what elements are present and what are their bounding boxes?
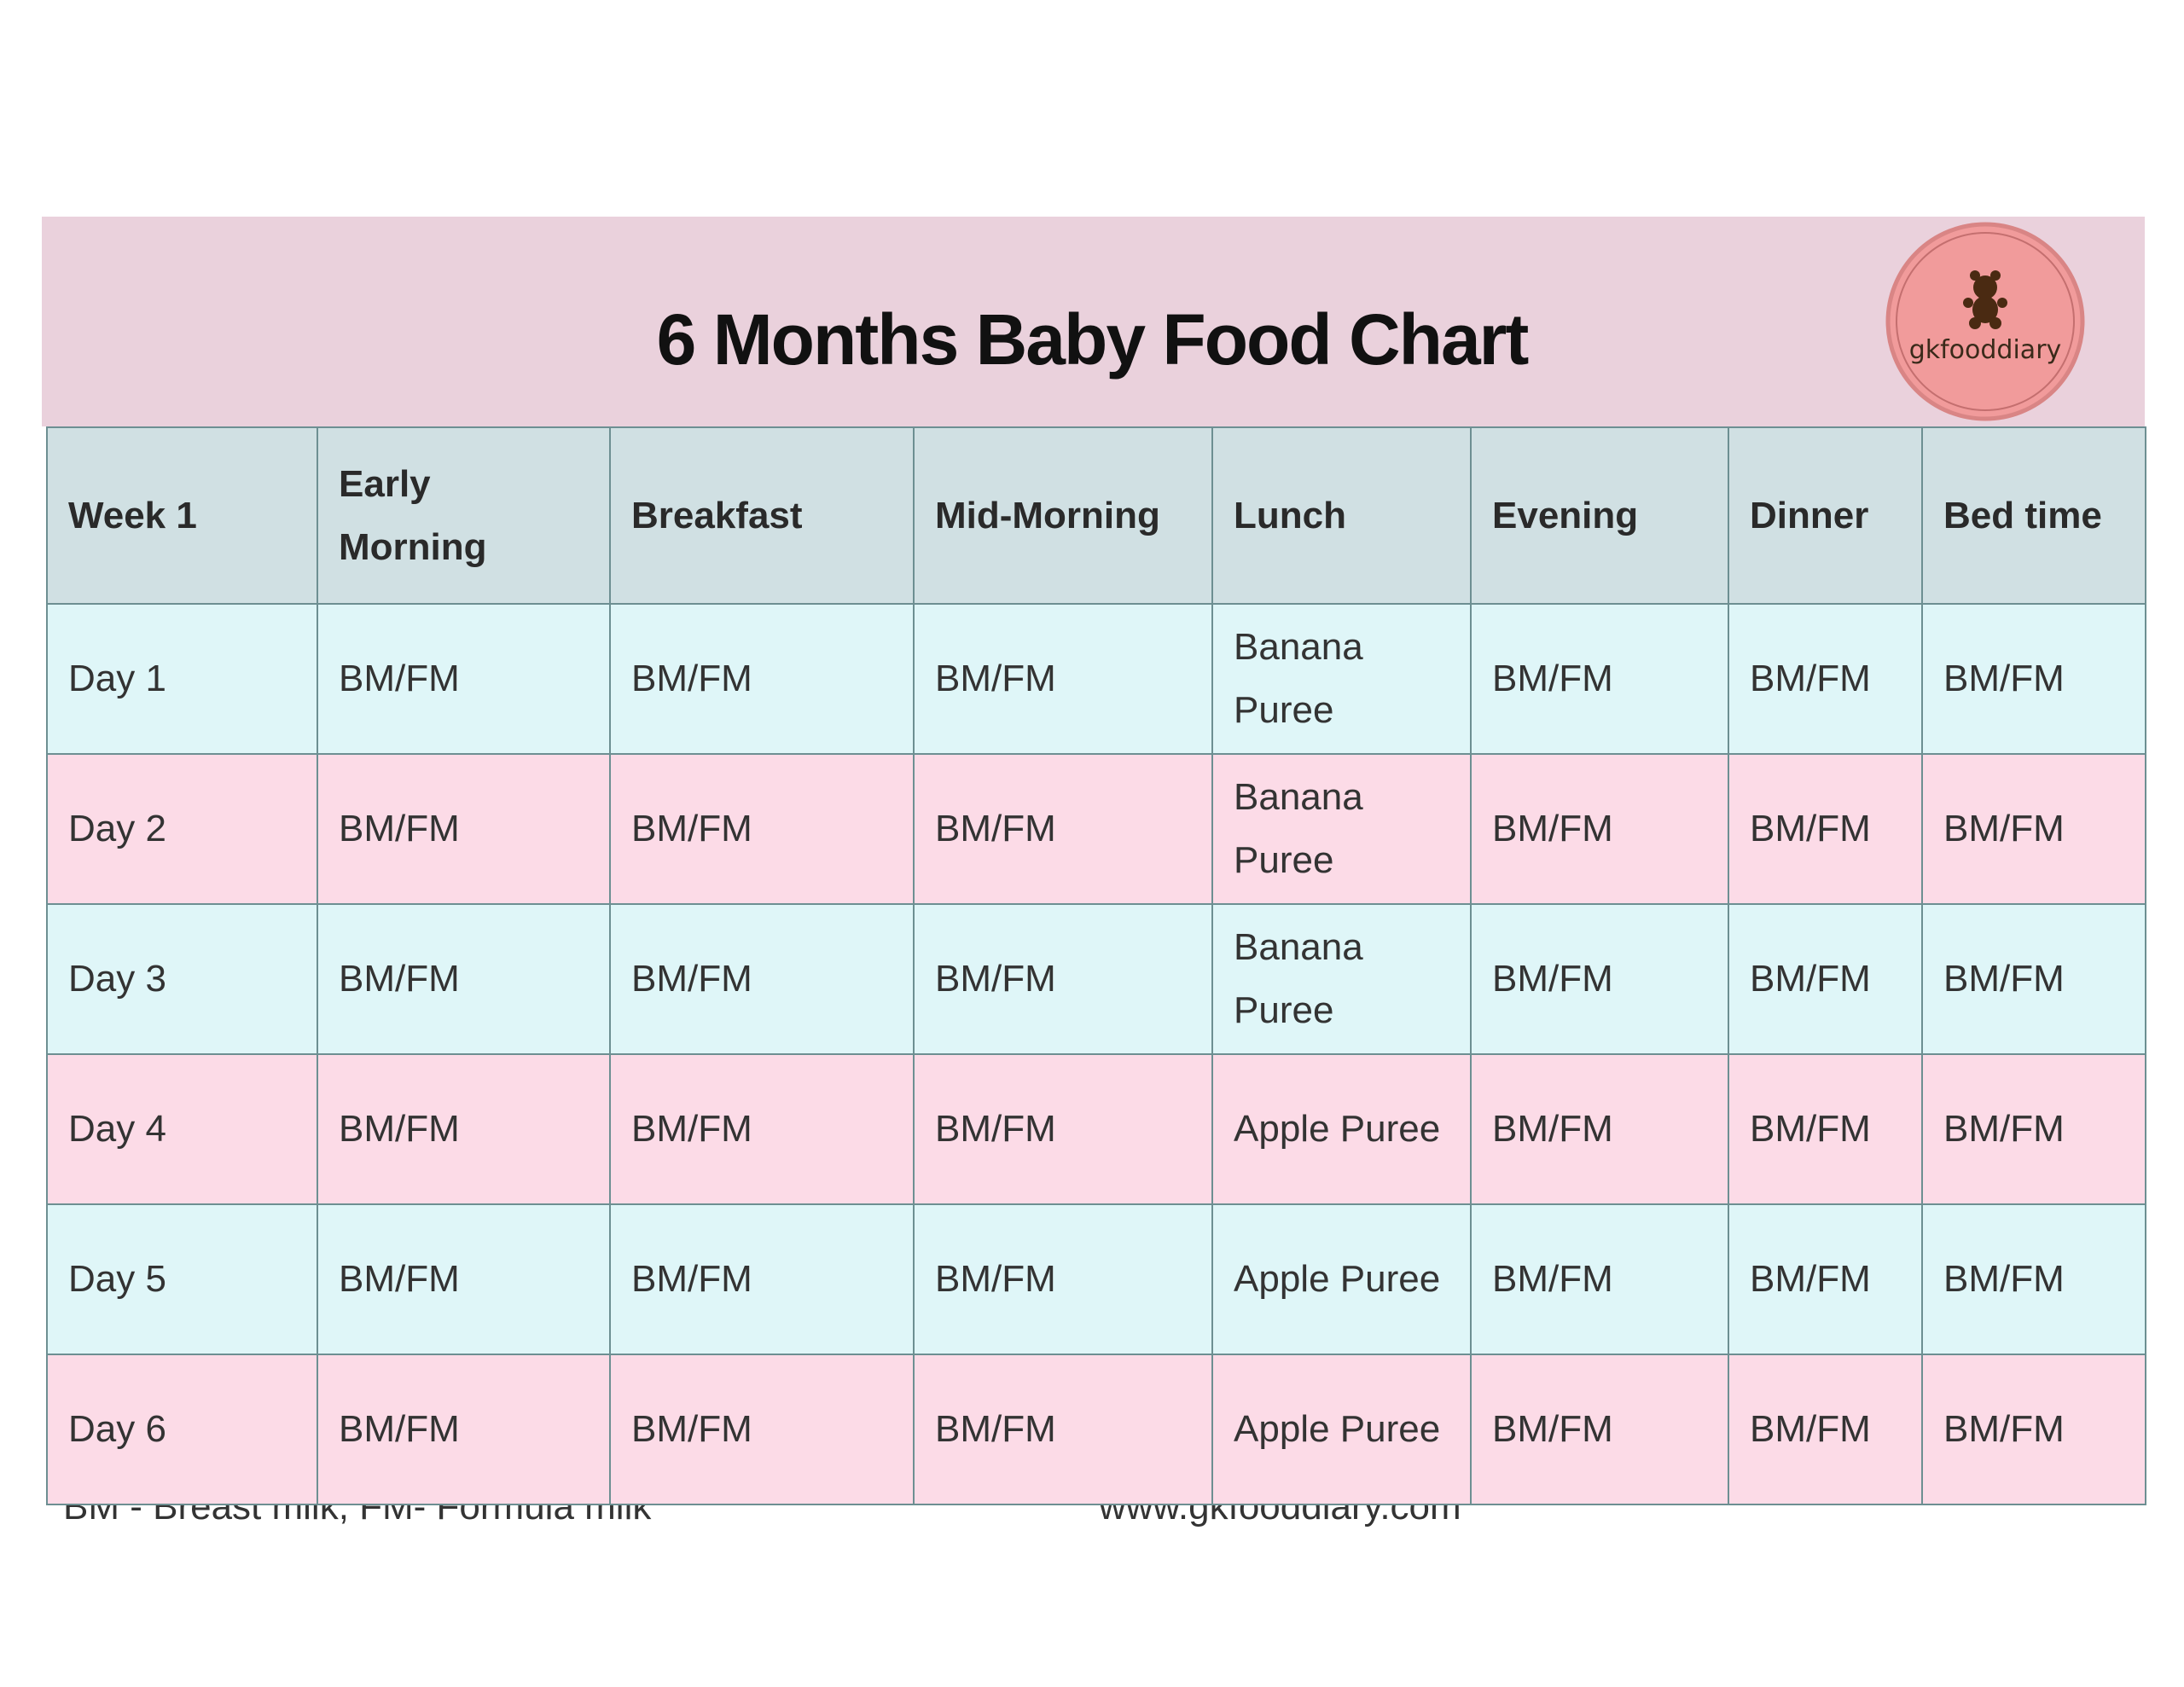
cell: BM/FM (317, 1203, 611, 1355)
cell: BM/FM (1728, 603, 1923, 755)
cell: Apple Puree (1211, 1354, 1472, 1505)
cell: BM/FM (1728, 753, 1923, 905)
table-row: Day 5 BM/FM BM/FM BM/FM Apple Puree BM/FM BM/F… (46, 1203, 2146, 1355)
cell: BM/FM (1728, 1203, 1923, 1355)
row-label: Day 2 (46, 753, 318, 905)
cell: Banana Puree (1211, 603, 1472, 755)
cell: BM/FM (609, 1354, 915, 1505)
row-label: Day 4 (46, 1053, 318, 1205)
cell: BM/FM (1470, 1354, 1729, 1505)
row-label: Day 3 (46, 903, 318, 1055)
cell: BM/FM (913, 1053, 1213, 1205)
cell: BM/FM (609, 1203, 915, 1355)
cell: BM/FM (913, 1354, 1213, 1505)
column-header: Lunch (1211, 426, 1472, 605)
cell: Apple Puree (1211, 1053, 1472, 1205)
cell: BM/FM (1728, 1053, 1923, 1205)
cell: BM/FM (1921, 1053, 2146, 1205)
table-row: Day 2 BM/FM BM/FM BM/FM Banana Puree BM/FM BM/… (46, 753, 2146, 905)
cell: BM/FM (609, 903, 915, 1055)
cell: BM/FM (1921, 1203, 2146, 1355)
column-header: Evening (1470, 426, 1729, 605)
cell: BM/FM (1728, 1354, 1923, 1505)
cell: BM/FM (609, 1053, 915, 1205)
row-label: Day 6 (46, 1354, 318, 1505)
logo-text: gkfooddiary (1909, 335, 2062, 365)
cell: BM/FM (1470, 1053, 1729, 1205)
cell: BM/FM (317, 753, 611, 905)
column-header: Breakfast (609, 426, 915, 605)
column-header: Early Morning (317, 426, 611, 605)
cell: BM/FM (317, 1354, 611, 1505)
cell: BM/FM (1921, 903, 2146, 1055)
cell: BM/FM (913, 903, 1213, 1055)
column-header: Mid-Morning (913, 426, 1213, 605)
table-body: Day 1 BM/FM BM/FM BM/FM Banana Puree BM/FM BM/… (46, 603, 2146, 1505)
cell: BM/FM (609, 603, 915, 755)
food-table: Week 1 Early Morning Breakfast Mid-Morning L… (46, 426, 2146, 1505)
table-row: Day 3 BM/FM BM/FM BM/FM Banana Puree BM/FM BM/… (46, 903, 2146, 1055)
cell: BM/FM (913, 1203, 1213, 1355)
cell: Banana Puree (1211, 753, 1472, 905)
table-row: Day 4 BM/FM BM/FM BM/FM Apple Puree BM/FM BM/F… (46, 1053, 2146, 1205)
table-row: Day 6 BM/FM BM/FM BM/FM Apple Puree BM/FM BM/F… (46, 1354, 2146, 1505)
cell: BM/FM (1921, 1354, 2146, 1505)
logo: gkfooddiary (1885, 222, 2085, 421)
cell: BM/FM (1470, 753, 1729, 905)
cell: BM/FM (1470, 603, 1729, 755)
column-header: Bed time (1921, 426, 2146, 605)
cell: BM/FM (1921, 603, 2146, 755)
row-label: Day 1 (46, 603, 318, 755)
column-header: Dinner (1728, 426, 1923, 605)
column-header: Week 1 (46, 426, 318, 605)
cell: Apple Puree (1211, 1203, 1472, 1355)
cell: BM/FM (1921, 753, 2146, 905)
header-row: Week 1 Early Morning Breakfast Mid-Morning L… (46, 426, 2146, 605)
header-band (42, 217, 2145, 426)
cell: BM/FM (1728, 903, 1923, 1055)
cell: BM/FM (609, 753, 915, 905)
cell: Banana Puree (1211, 903, 1472, 1055)
cell: BM/FM (317, 1053, 611, 1205)
cell: BM/FM (317, 903, 611, 1055)
row-label: Day 5 (46, 1203, 318, 1355)
title: 6 Months Baby Food Chart (656, 299, 1530, 380)
cell: BM/FM (913, 753, 1213, 905)
cell: BM/FM (913, 603, 1213, 755)
cell: BM/FM (317, 603, 611, 755)
table-row: Day 1 BM/FM BM/FM BM/FM Banana Puree BM/FM BM/… (46, 603, 2146, 755)
cell: BM/FM (1470, 903, 1729, 1055)
cell: BM/FM (1470, 1203, 1729, 1355)
